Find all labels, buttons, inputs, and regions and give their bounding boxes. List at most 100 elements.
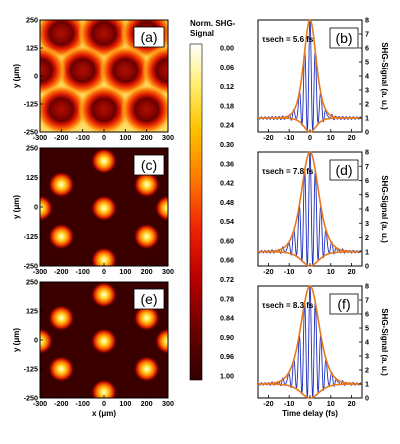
- x-tick-label: 0: [308, 399, 312, 408]
- y-axis-label: SHG-Signal (a. u.): [380, 42, 389, 110]
- x-tick-label: 200: [141, 399, 153, 408]
- colorbar-tick-label: 0.18: [220, 101, 234, 110]
- spot-5: [48, 223, 75, 250]
- spot-9: [155, 328, 168, 355]
- panel-label: (c): [141, 157, 157, 173]
- x-tick-label: 0: [308, 133, 312, 142]
- tau-annotation: τsech = 5.6 fs: [262, 35, 314, 44]
- colorbar-tick-label: 0.48: [220, 198, 234, 207]
- panel-label: (a): [140, 29, 157, 45]
- autocorrelation-plot-1: 0 1 2 3 4 5 6 7 8 -20 -10 0 10 20 SHG-Signal (a. u.) τs…: [257, 16, 389, 142]
- colorbar-tick-label: 0.54: [220, 217, 234, 226]
- panel-label: (b): [335, 30, 352, 46]
- x-tick-label: -300: [33, 133, 47, 142]
- y-tick-label: -250: [24, 394, 38, 403]
- x-tick-label: -200: [54, 399, 68, 408]
- x-tick-label: 100: [119, 133, 131, 142]
- ring-6: [142, 45, 168, 96]
- y-tick-label: 2: [365, 100, 369, 109]
- y-tick-label: 125: [26, 173, 38, 182]
- y-axis-label: y (μm): [12, 195, 21, 219]
- x-tick-label: 300: [162, 133, 174, 142]
- y-tick-label: 2: [365, 233, 369, 242]
- x-tick-label: -200: [54, 267, 68, 276]
- y-tick-label: 3: [365, 219, 369, 228]
- x-tick-label: -10: [284, 267, 294, 276]
- colorbar-tick-label: 0.78: [220, 294, 234, 303]
- x-tick-label: 20: [348, 399, 356, 408]
- colorbar-title: Norm. SHG-: [190, 19, 236, 28]
- autocorrelation-plot-3: 0 1 2 3 4 5 6 7 8 -20 -10 0 10 20 SHG-Signal (a. u.) Ti…: [257, 282, 389, 418]
- y-tick-label: -125: [24, 365, 38, 374]
- x-tick-label: -10: [284, 133, 294, 142]
- colorbar: [189, 43, 203, 381]
- y-axis-label: SHG-Signal (a. u.): [380, 175, 389, 243]
- x-axis-label: Time delay (fs): [282, 409, 338, 418]
- y-tick-label: 6: [365, 176, 369, 185]
- y-tick-label: 3: [365, 86, 369, 95]
- colorbar-tick-label: 0.90: [220, 333, 234, 342]
- x-tick-label: -300: [33, 267, 47, 276]
- y-tick-label: 1: [365, 380, 369, 389]
- panel-label: (e): [140, 291, 157, 307]
- y-tick-label: 4: [365, 72, 369, 81]
- panel-label-box: [133, 288, 165, 310]
- y-axis-label: y (μm): [12, 64, 21, 88]
- y-tick-label: 6: [365, 310, 369, 319]
- y-tick-label: 0: [34, 336, 38, 345]
- spot-2: [48, 171, 75, 198]
- x-tick-label: 0: [102, 399, 106, 408]
- spot-7: [91, 247, 117, 266]
- panel-label-box: [133, 26, 165, 48]
- x-tick-label: -100: [75, 267, 89, 276]
- x-tick-label: -20: [263, 267, 273, 276]
- x-tick-label: -100: [75, 133, 89, 142]
- x-tick-label: 300: [162, 399, 174, 408]
- colorbar-tick-label: 0.12: [220, 82, 234, 91]
- x-axis-label: x (μm): [92, 409, 116, 418]
- y-tick-label: 8: [365, 282, 369, 291]
- colorbar-tick-label: 0.96: [220, 352, 234, 361]
- x-tick-label: 200: [141, 267, 153, 276]
- colorbar-tick-label: 0.00: [220, 44, 234, 53]
- y-tick-label: 6: [365, 44, 369, 53]
- x-tick-label: 10: [327, 133, 335, 142]
- spot-9: [155, 195, 168, 222]
- colorbar-tick-label: 0.42: [220, 179, 234, 188]
- panel-label-box: [133, 154, 165, 176]
- y-axis-label: y (μm): [12, 328, 21, 352]
- x-tick-label: -20: [263, 399, 273, 408]
- x-tick-label: 300: [162, 267, 174, 276]
- heatmap-2: [40, 148, 168, 266]
- y-tick-label: 4: [365, 338, 369, 347]
- tau-annotation: τsech = 8.3 fs: [262, 301, 314, 310]
- colorbar-tick-label: 1.00: [220, 372, 234, 381]
- spot-5: [48, 356, 75, 382]
- spot-8: [40, 328, 53, 355]
- x-tick-label: -10: [284, 399, 294, 408]
- y-tick-label: 250: [26, 144, 38, 153]
- ring-8: [40, 84, 88, 132]
- y-tick-label: 5: [365, 190, 369, 199]
- y-tick-label: 7: [365, 162, 369, 171]
- colorbar-title: Signal: [190, 29, 214, 38]
- spot-8: [40, 195, 53, 222]
- panel-label-box: [329, 159, 359, 181]
- y-tick-label: 5: [365, 324, 369, 333]
- ring-9: [78, 84, 130, 132]
- y-tick-label: 8: [365, 148, 369, 157]
- colorbar-tick-label: 0.72: [220, 275, 234, 284]
- upper-envelope: [258, 285, 362, 385]
- autocorrelation-plot-2: 0 1 2 3 4 5 6 7 8 -20 -10 0 10 20 SHG-Signal (a. u.) τs…: [257, 148, 389, 276]
- colorbar-tick-label: 0.24: [220, 121, 234, 130]
- colorbar-tick-label: 0.66: [220, 256, 234, 265]
- ring-4: [56, 45, 109, 96]
- tau-annotation: τsech = 7.8 fs: [262, 167, 314, 176]
- panel-label-box: [329, 293, 359, 315]
- x-tick-label: 20: [348, 267, 356, 276]
- y-tick-label: 250: [26, 16, 38, 25]
- x-tick-label: -20: [263, 133, 273, 142]
- y-tick-label: -125: [24, 100, 38, 109]
- spot-2: [48, 304, 75, 331]
